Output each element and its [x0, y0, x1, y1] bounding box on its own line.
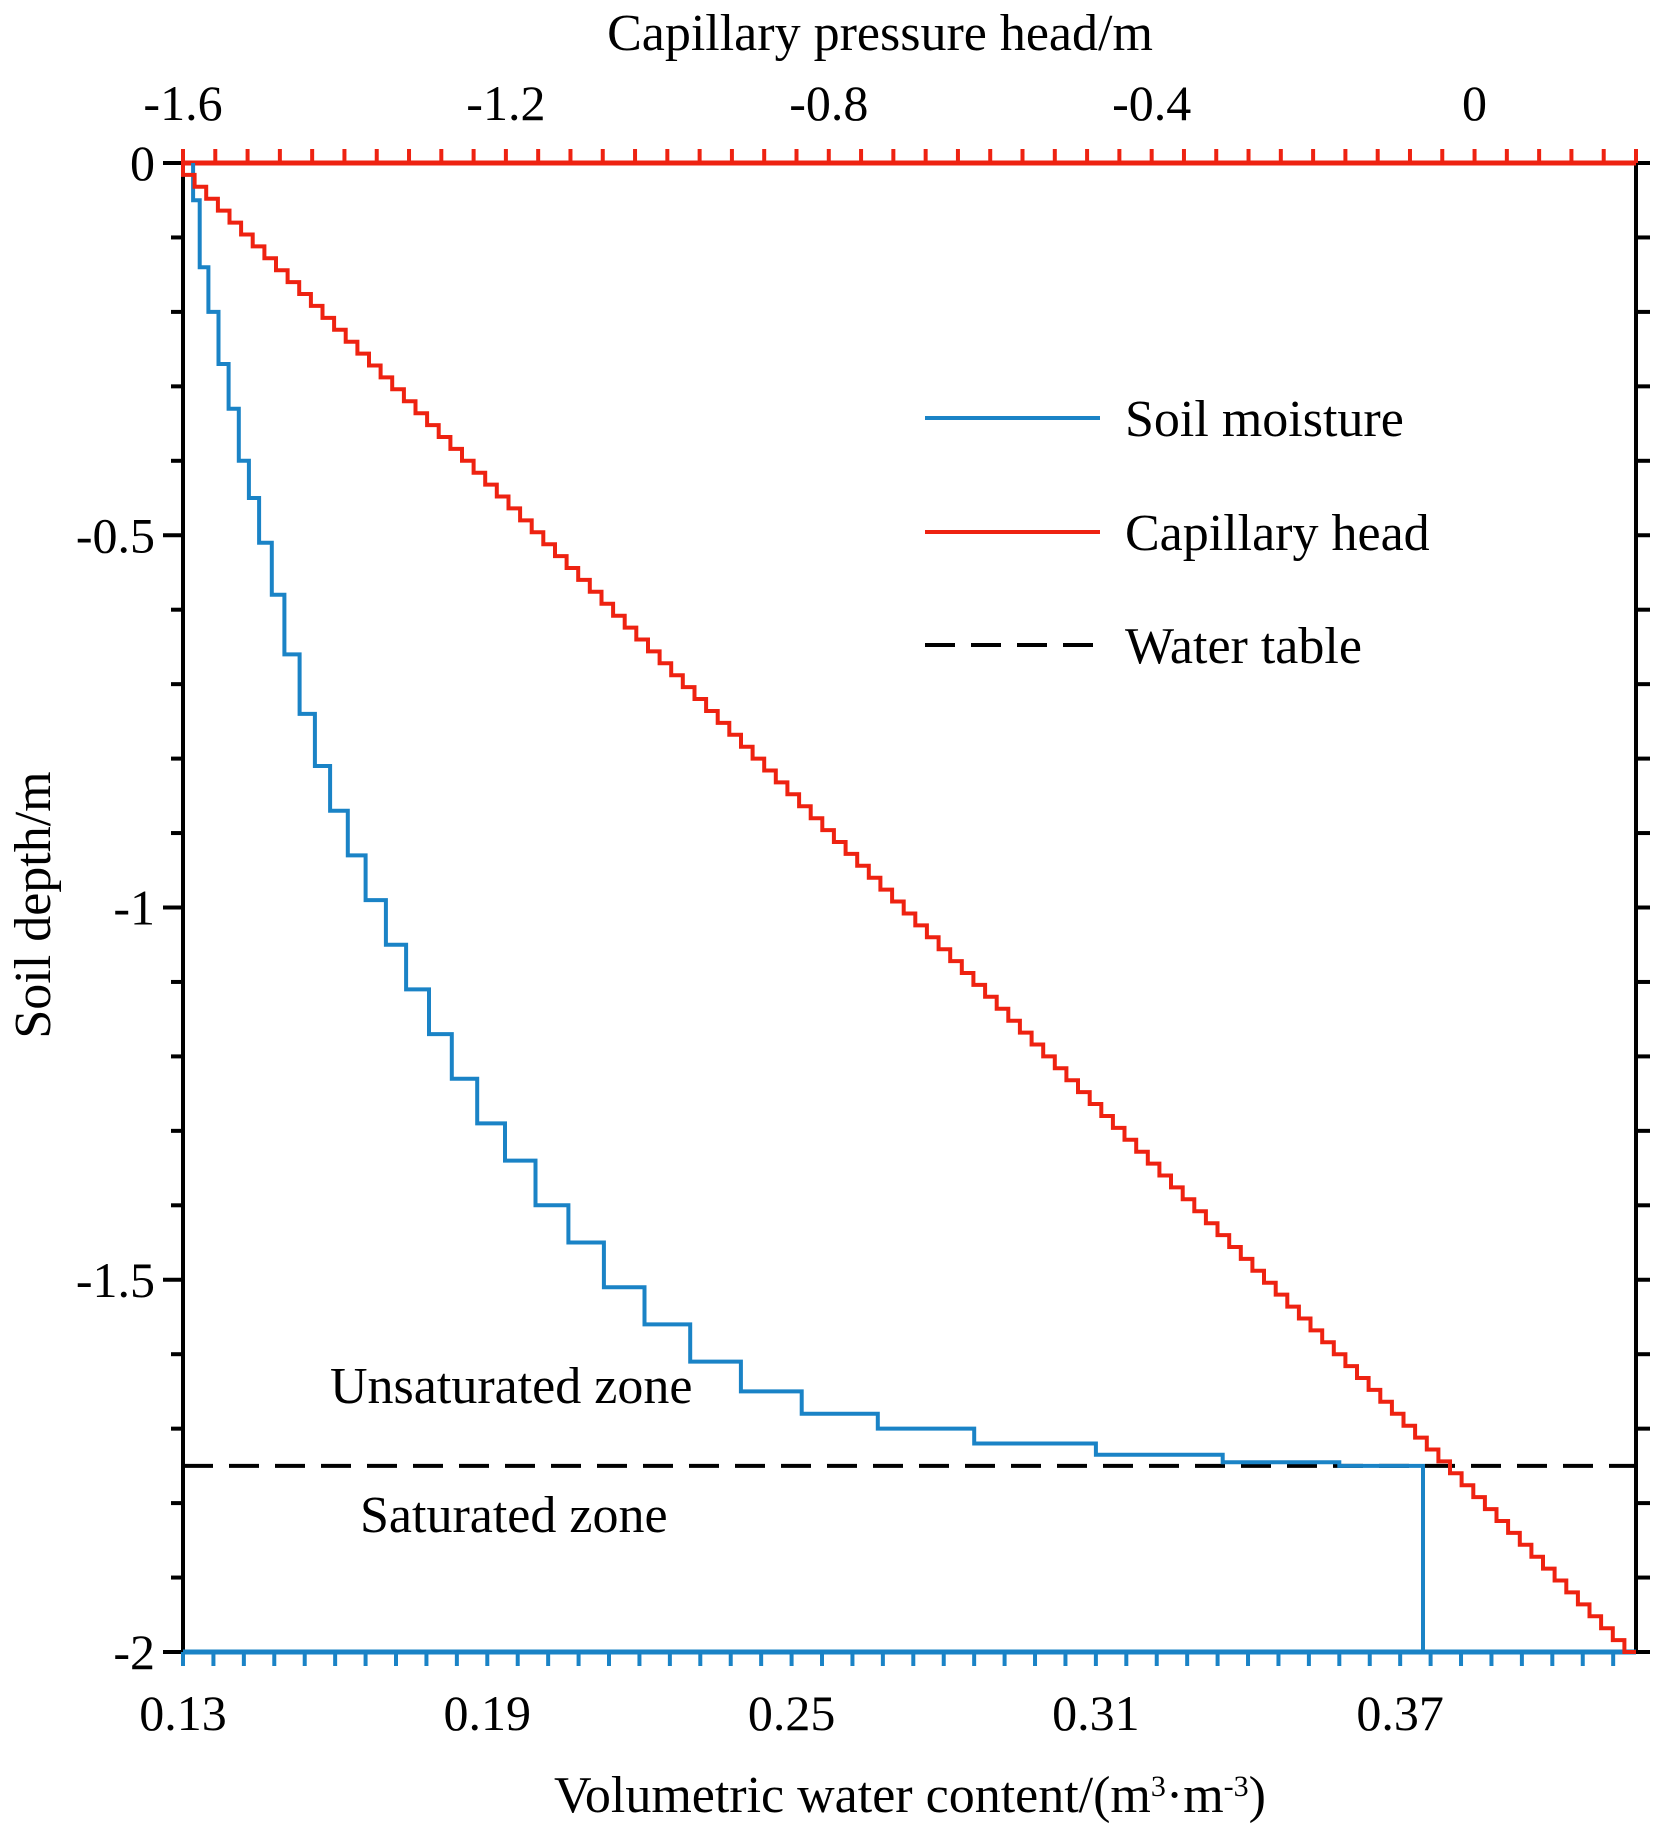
left-tick-label: 0 [130, 135, 155, 191]
top-axis-labels: -1.6 -1.2 -0.8 -0.4 0 [143, 75, 1487, 131]
top-tick-label: -1.6 [143, 75, 222, 131]
top-axis-title: Capillary pressure head/m [607, 5, 1153, 62]
left-tick-label: -0.5 [76, 507, 155, 563]
left-tick-label: -1.5 [76, 1252, 155, 1308]
legend-label-capillary-head: Capillary head [1125, 505, 1430, 562]
legend: Soil moisture Capillary head Water table [925, 391, 1430, 675]
top-tick-label: -0.4 [1112, 75, 1191, 131]
top-tick-label: -1.2 [466, 75, 545, 131]
bottom-axis-title: Volumetric water content/(m3·m-3) [554, 1767, 1266, 1824]
left-tick-label: -1 [113, 880, 155, 936]
left-axis-labels: 0 -0.5 -1 -1.5 -2 [76, 135, 155, 1680]
soil-moisture-line [191, 163, 1425, 1652]
saturated-zone-label: Saturated zone [360, 1487, 668, 1544]
legend-label-soil-moisture: Soil moisture [1125, 391, 1404, 448]
top-tick-label: 0 [1462, 75, 1487, 131]
unsaturated-zone-label: Unsaturated zone [330, 1358, 692, 1415]
bottom-tick-label: 0.13 [139, 1685, 227, 1741]
bottom-tick-label: 0.19 [444, 1685, 532, 1741]
right-axis-ticks [1636, 161, 1650, 1654]
bottom-tick-label: 0.37 [1356, 1685, 1444, 1741]
top-tick-label: -0.8 [789, 75, 868, 131]
bottom-axis-labels: 0.13 0.19 0.25 0.31 0.37 [139, 1685, 1444, 1741]
left-axis-ticks [163, 161, 183, 1654]
left-tick-label: -2 [113, 1624, 155, 1680]
legend-label-water-table: Water table [1125, 618, 1362, 675]
bottom-tick-label: 0.25 [748, 1685, 836, 1741]
capillary-head-line [181, 163, 1636, 1654]
left-axis-title: Soil depth/m [5, 771, 62, 1038]
bottom-tick-label: 0.31 [1052, 1685, 1140, 1741]
